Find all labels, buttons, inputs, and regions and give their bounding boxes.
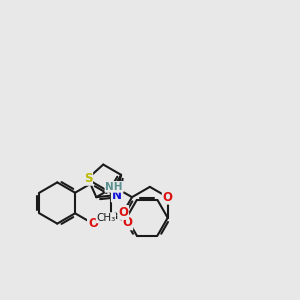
Text: CH₃: CH₃	[96, 213, 116, 223]
Text: O: O	[88, 217, 98, 230]
Text: NH: NH	[105, 182, 123, 192]
Text: O: O	[118, 206, 128, 219]
Text: O: O	[163, 191, 173, 204]
Text: N: N	[112, 188, 122, 202]
Text: O: O	[122, 216, 132, 230]
Text: S: S	[84, 172, 92, 185]
